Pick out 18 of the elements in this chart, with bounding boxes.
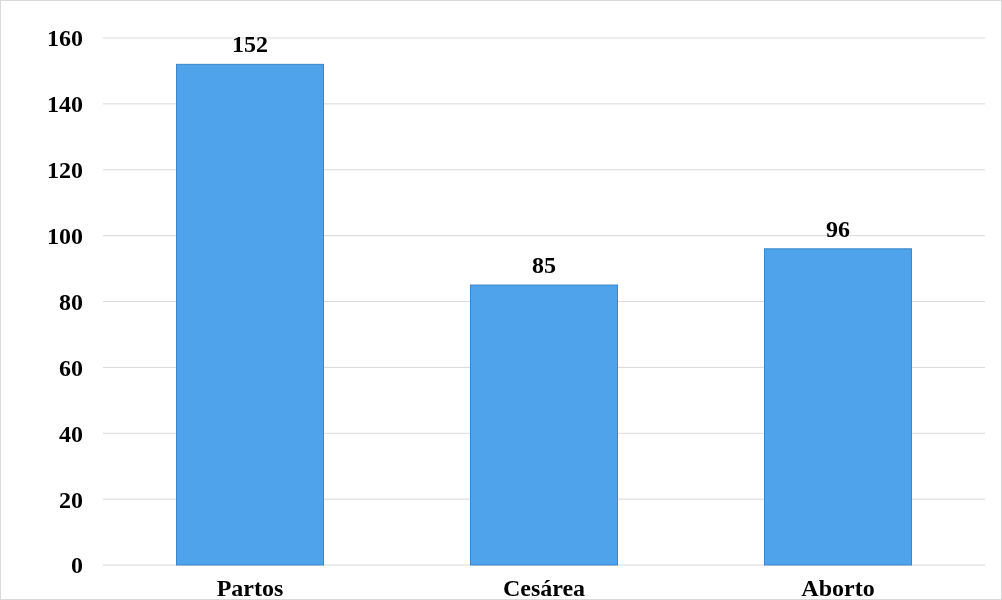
y-tick-label: 20 [59,486,83,513]
x-tick-label: Cesárea [502,575,586,600]
data-label: 85 [532,252,556,279]
y-tick-label: 140 [47,91,83,118]
y-tick-label: 40 [59,420,83,447]
y-tick-label: 80 [59,288,83,315]
y-tick-label: 100 [47,223,83,250]
y-tick-label: 160 [47,25,83,52]
y-tick-label: 60 [59,354,83,381]
data-label: 152 [232,31,268,58]
y-tick-label: 120 [47,157,83,184]
x-tick-label: Partos [216,575,284,600]
bar [764,248,912,566]
data-label: 96 [826,215,850,242]
x-tick-label: Aborto [801,575,875,600]
bar [470,284,618,566]
y-tick-label: 0 [71,552,83,579]
bar [176,63,324,566]
